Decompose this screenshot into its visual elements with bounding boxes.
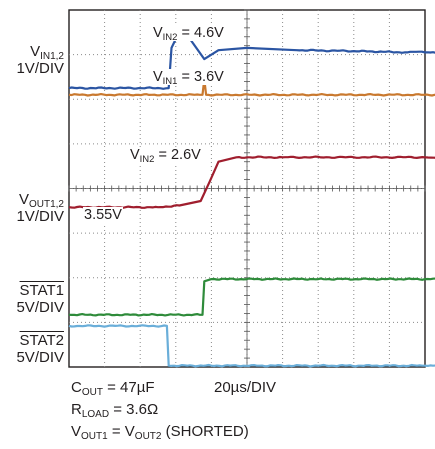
trace-vin1 — [68, 78, 435, 97]
vout-scale: 1V/DIV — [16, 208, 64, 225]
condition-cout: COUT = 47µF — [71, 379, 155, 398]
condition-timebase: 20µs/DIV — [214, 379, 276, 396]
ann-vin1-rest: = 3.6V — [177, 69, 224, 85]
cout-main: C — [71, 379, 82, 396]
condition-vout-shorted: VOUT1 = VOUT2 (SHORTED) — [71, 423, 249, 442]
annotation-vin2-low: VIN2 = 2.6V — [129, 147, 202, 165]
cout-rest: = 47µF — [102, 379, 155, 396]
ann-vin2-high-rest: = 4.6V — [177, 25, 224, 41]
vout-eq-mid: = V — [107, 423, 135, 440]
trace-stat2 — [68, 324, 435, 368]
ann-vin2-low-sub: IN2 — [139, 154, 155, 165]
ann-vin1-main: V — [153, 69, 163, 85]
annotation-vin2-high: VIN2 = 4.6V — [152, 25, 225, 43]
rload-rest: = 3.6Ω — [109, 401, 159, 418]
ann-vin2-low-rest: = 2.6V — [154, 147, 201, 163]
annotation-vin1: VIN1 = 3.6V — [152, 69, 225, 87]
vin-scale: 1V/DIV — [16, 60, 64, 77]
vout-label-sub: OUT1,2 — [28, 199, 64, 210]
ann-vin2-high-sub: IN2 — [162, 32, 178, 43]
scope-grid — [68, 9, 426, 368]
cout-sub: OUT — [81, 387, 103, 398]
vout-label-main: V — [18, 191, 29, 208]
channel-label-stat1: STAT1 5V/DIV — [4, 282, 64, 316]
timebase-text: 20µs/DIV — [214, 379, 276, 396]
ann-vin2-high-main: V — [153, 25, 163, 41]
vout-eq-a: V — [71, 423, 82, 440]
trace-vout — [68, 155, 435, 209]
channel-label-stat2: STAT2 5V/DIV — [4, 332, 64, 366]
annotation-vout: 3.55V — [83, 207, 123, 223]
rload-main: R — [71, 401, 82, 418]
vout-eq-b-sub: OUT2 — [134, 431, 162, 442]
vin-label-sub: IN1,2 — [40, 51, 64, 62]
channel-label-vout: VOUT1,2 1V/DIV — [0, 191, 64, 225]
ann-vin2-low-main: V — [130, 147, 140, 163]
stat1-label: STAT1 — [19, 282, 64, 299]
ann-vout-value: 3.55V — [84, 207, 122, 223]
trace-stat1 — [68, 277, 435, 317]
stat2-label: STAT2 — [19, 332, 64, 349]
vin-label-main: V — [30, 43, 41, 60]
vout-eq-rest: (SHORTED) — [161, 423, 249, 440]
stat2-scale: 5V/DIV — [16, 349, 64, 366]
ann-vin1-sub: IN1 — [162, 76, 178, 87]
scope-traces — [68, 37, 435, 368]
stat1-scale: 5V/DIV — [16, 299, 64, 316]
vout-eq-a-sub: OUT1 — [81, 431, 108, 442]
rload-sub: LOAD — [81, 409, 110, 420]
channel-label-vin: VIN1,2 1V/DIV — [4, 43, 64, 77]
trace-vin2 — [68, 37, 435, 90]
condition-rload: RLOAD = 3.6Ω — [71, 401, 159, 420]
